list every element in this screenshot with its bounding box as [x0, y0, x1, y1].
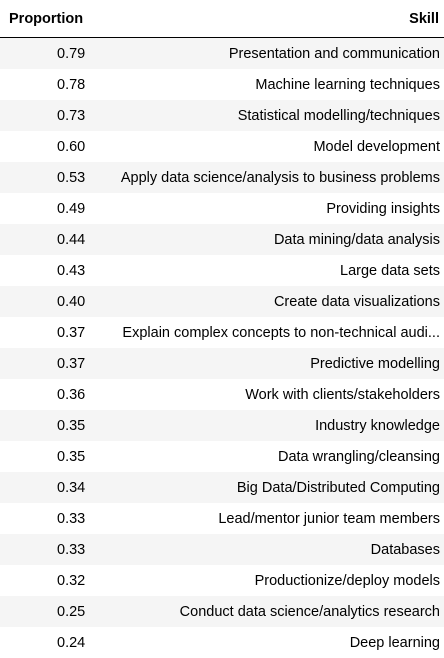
proportion-cell: 0.37 [57, 355, 86, 372]
proportion-cell: 0.32 [57, 572, 86, 589]
skill-cell: Data mining/data analysis [273, 231, 440, 248]
proportion-cell: 0.78 [57, 76, 86, 93]
skill-cell: Big Data/Distributed Computing [236, 479, 440, 496]
table-row: 0.37 Predictive modelling [0, 348, 444, 379]
proportion-cell: 0.35 [57, 417, 86, 434]
skill-cell: Data wrangling/cleansing [277, 448, 440, 465]
proportion-cell: 0.53 [57, 169, 86, 186]
proportion-cell: 0.43 [57, 262, 86, 279]
skill-cell: Industry knowledge [315, 417, 440, 434]
header-row: Proportion Skill [0, 0, 444, 38]
proportion-cell: 0.49 [57, 200, 86, 217]
proportion-cell: 0.36 [57, 386, 86, 403]
table-header: Proportion Skill [0, 0, 444, 38]
skill-cell: Large data sets [340, 262, 440, 279]
table-row: 0.25 Conduct data science/analytics resea… [0, 596, 444, 627]
skill-cell: Providing insights [326, 200, 440, 217]
table-row: 0.36 Work with clients/stakeholders [0, 379, 444, 410]
table-row: 0.35 Industry knowledge [0, 410, 444, 441]
skill-cell: Deep learning [349, 634, 440, 651]
skill-cell: Databases [370, 541, 440, 558]
table-row: 0.79 Presentation and communication [0, 37, 444, 69]
table-body: 0.79 Presentation and communication 0.78 Ma… [0, 37, 444, 658]
proportion-cell: 0.73 [57, 107, 86, 124]
table-row: 0.44 Data mining/data analysis [0, 224, 444, 255]
skill-cell: Predictive modelling [310, 355, 440, 372]
proportion-cell: 0.35 [57, 448, 86, 465]
table-row: 0.73 Statistical modelling/techniques [0, 100, 444, 131]
proportion-cell: 0.44 [57, 231, 86, 248]
table-row: 0.78 Machine learning techniques [0, 69, 444, 100]
skill-cell: Work with clients/stakeholders [245, 386, 440, 403]
proportion-cell: 0.37 [57, 324, 86, 341]
column-header-skill: Skill [96, 0, 444, 38]
table-row: 0.33 Lead/mentor junior team members [0, 503, 444, 534]
table-row: 0.40 Create data visualizations [0, 286, 444, 317]
table-row: 0.60 Model development [0, 131, 444, 162]
table-row: 0.53 Apply data science/analysis to busin… [0, 162, 444, 193]
proportion-cell: 0.60 [57, 138, 86, 155]
proportion-cell: 0.33 [57, 541, 86, 558]
skill-cell: Machine learning techniques [255, 76, 440, 93]
column-header-proportion: Proportion [0, 0, 96, 38]
skill-cell: Apply data science/analysis to business … [120, 169, 440, 186]
table-row: 0.24 Deep learning [0, 627, 444, 658]
skill-cell: Conduct data science/analytics research [179, 603, 440, 620]
skill-cell: Model development [313, 138, 440, 155]
proportion-cell: 0.33 [57, 510, 86, 527]
skill-cell: Productionize/deploy models [254, 572, 440, 589]
proportion-cell: 0.24 [57, 634, 86, 651]
table-row: 0.37 Explain complex concepts to non-tech… [0, 317, 444, 348]
skill-cell: Lead/mentor junior team members [218, 510, 440, 527]
table-row: 0.43 Large data sets [0, 255, 444, 286]
skill-cell: Presentation and communication [228, 45, 440, 62]
skill-cell: Explain complex concepts to non-technica… [122, 324, 440, 341]
proportion-cell: 0.79 [57, 45, 86, 62]
table-row: 0.32 Productionize/deploy models [0, 565, 444, 596]
proportion-cell: 0.25 [57, 603, 86, 620]
proportion-cell: 0.40 [57, 293, 86, 310]
table-row: 0.33 Databases [0, 534, 444, 565]
proportion-cell: 0.34 [57, 479, 86, 496]
table-row: 0.34 Big Data/Distributed Computing [0, 472, 444, 503]
skill-cell: Create data visualizations [273, 293, 440, 310]
table-row: 0.35 Data wrangling/cleansing [0, 441, 444, 472]
table-row: 0.49 Providing insights [0, 193, 444, 224]
skill-cell: Statistical modelling/techniques [237, 107, 440, 124]
